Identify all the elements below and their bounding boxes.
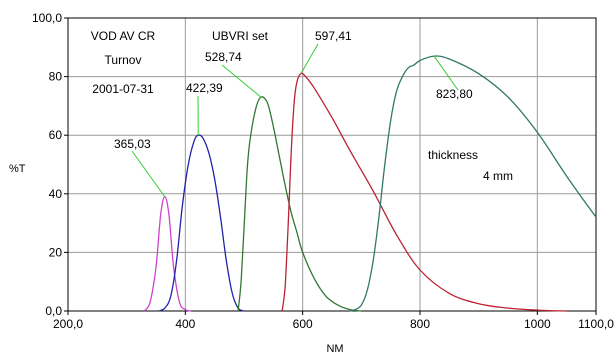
x-tick-label: 600 [293, 317, 313, 331]
leader-lines [131, 43, 459, 198]
x-axis-label: NM [326, 343, 343, 355]
leader-line [433, 55, 459, 91]
leader-line [221, 64, 262, 98]
peak-label-823: 823,80 [436, 87, 473, 101]
info-line-1: VOD AV CR [91, 29, 156, 43]
thickness-value: 4 mm [483, 169, 513, 183]
y-tick-label: 40 [49, 187, 63, 201]
plot-frame [64, 17, 597, 315]
info-line-2: Turnov [105, 53, 142, 67]
series-line-365-03 [143, 196, 192, 312]
plot-border [67, 17, 597, 312]
x-tick-label: 1100,0 [578, 317, 614, 331]
peak-label-422: 422,39 [186, 81, 223, 95]
grid [68, 18, 596, 311]
y-tick-labels: 0,0 20 40 60 80 100,0 [32, 11, 62, 318]
y-tick-label: 80 [49, 70, 63, 84]
y-tick-label: 20 [49, 245, 63, 259]
peak-label-597: 597,41 [315, 29, 352, 43]
leader-line [131, 150, 166, 198]
set-label: UBVRI set [212, 29, 269, 43]
x-tick-labels: 200,0 400 600 800 1000 1100,0 [53, 317, 614, 331]
series-line-422-39 [158, 134, 245, 312]
x-tick-label: 1000 [524, 317, 551, 331]
x-tick-label: 400 [175, 317, 195, 331]
peak-label-365: 365,03 [114, 137, 151, 151]
y-tick-label: 60 [49, 128, 63, 142]
x-tick-label: 800 [410, 317, 430, 331]
series-line-823-80 [349, 55, 597, 312]
y-axis-label: %T [9, 163, 26, 175]
y-tick-label: 100,0 [32, 11, 62, 25]
series-line-528-74 [237, 96, 362, 312]
series-layer [143, 55, 597, 312]
y-tick-label: 0,0 [45, 304, 62, 318]
leader-line [300, 43, 319, 74]
peak-label-528: 528,74 [205, 50, 242, 64]
x-tick-label: 200,0 [53, 317, 83, 331]
info-line-3: 2001-07-31 [92, 82, 154, 96]
series-line-597-41 [281, 72, 567, 312]
thickness-label: thickness [428, 148, 478, 162]
